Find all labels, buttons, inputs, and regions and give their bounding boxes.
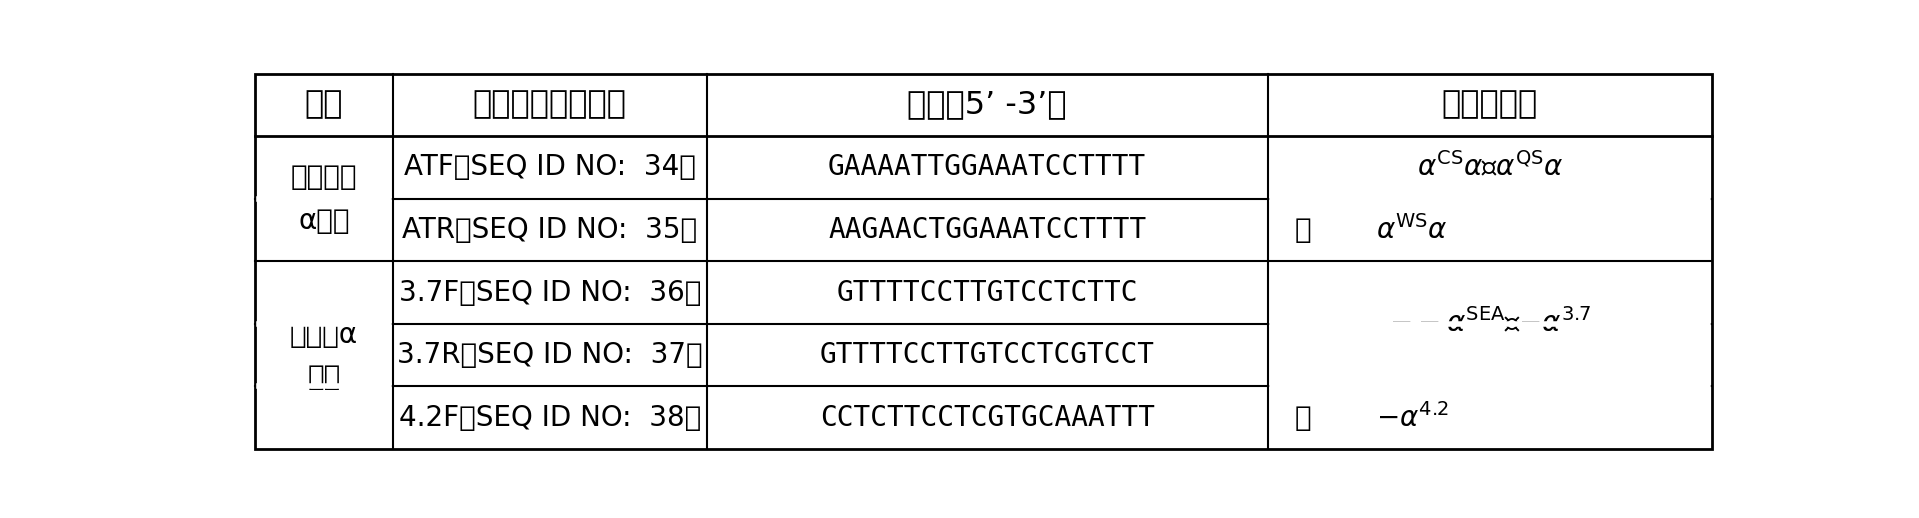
Text: AAGAACTGGAAATCCTTTT: AAGAACTGGAAATCCTTTT xyxy=(827,216,1146,244)
Text: $--\mathit{\alpha}^{\mathrm{SEA}}$、$-\mathit{\alpha}^{3.7}$: $--\mathit{\alpha}^{\mathrm{SEA}}$、$-\ma… xyxy=(1389,309,1591,339)
Text: 和: 和 xyxy=(1295,404,1311,431)
Text: 3.7R（SEQ ID NO:  37）: 3.7R（SEQ ID NO: 37） xyxy=(397,341,702,369)
Text: α引物: α引物 xyxy=(297,207,349,235)
Text: CCTCTTCCTCGTGCAAATTT: CCTCTTCCTCGTGCAAATTT xyxy=(819,404,1155,431)
Text: $\mathit{\alpha}^{\mathrm{WS}}\mathit{\alpha}$: $\mathit{\alpha}^{\mathrm{WS}}\mathit{\a… xyxy=(1376,215,1449,245)
Text: 分组: 分组 xyxy=(305,90,344,121)
Text: 序列（5’ -3’）: 序列（5’ -3’） xyxy=(908,90,1067,121)
Text: GTTTTCCTTGTCCTCTTC: GTTTTCCTTGTCCTCTTC xyxy=(837,279,1138,307)
Text: 3.7F（SEQ ID NO:  36）: 3.7F（SEQ ID NO: 36） xyxy=(399,279,700,307)
Text: 4.2F（SEQ ID NO:  38）: 4.2F（SEQ ID NO: 38） xyxy=(399,404,700,431)
Text: ATF（SEQ ID NO:  34）: ATF（SEQ ID NO: 34） xyxy=(405,153,697,181)
Text: 非缺失型: 非缺失型 xyxy=(290,163,357,191)
Text: $\mathit{\alpha}^{\mathrm{CS}}\mathit{\alpha}$、$\mathit{\alpha}^{\mathrm{QS}}\ma: $\mathit{\alpha}^{\mathrm{CS}}\mathit{\a… xyxy=(1416,152,1564,182)
Text: GTTTTCCTTGTCCTCGTCCT: GTTTTCCTTGTCCTCGTCCT xyxy=(819,341,1155,369)
Text: 和: 和 xyxy=(1295,216,1311,244)
Text: 缺失型α: 缺失型α xyxy=(290,321,359,349)
Text: 扩增基因型: 扩增基因型 xyxy=(1441,90,1539,121)
Text: GAAAATTGGAAATCCTTTT: GAAAATTGGAAATCCTTTT xyxy=(827,153,1146,181)
Text: 引物: 引物 xyxy=(307,363,340,391)
Text: $-\mathit{\alpha}^{4.2}$: $-\mathit{\alpha}^{4.2}$ xyxy=(1376,403,1449,433)
Text: 编号（序列编号）: 编号（序列编号） xyxy=(472,90,628,121)
Text: ATR（SEQ ID NO:  35）: ATR（SEQ ID NO: 35） xyxy=(403,216,697,244)
